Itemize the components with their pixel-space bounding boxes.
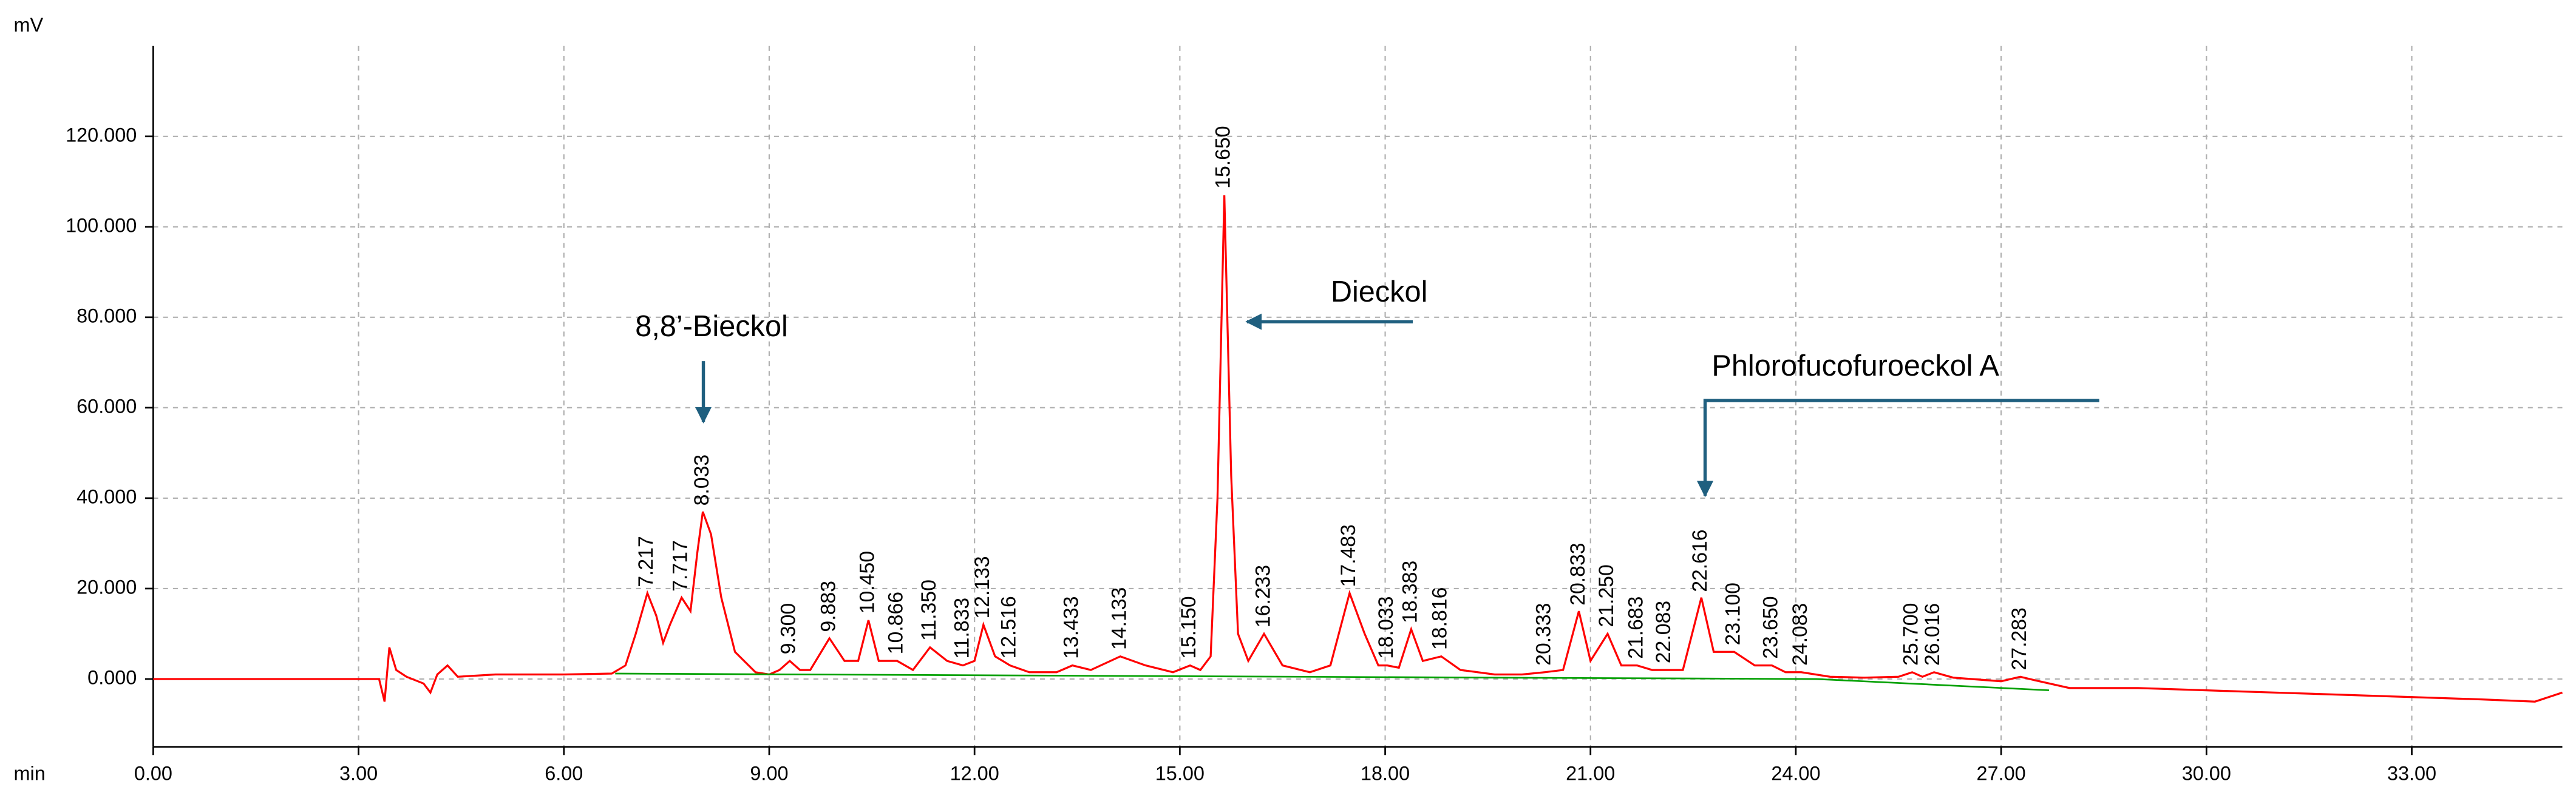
peak-label: 10.866 (884, 592, 907, 654)
peak-label: 26.016 (1921, 603, 1944, 666)
peak-label: 11.350 (917, 580, 940, 641)
annotation-label: Phlorofucofuroeckol A (1711, 350, 1999, 382)
peak-label: 23.100 (1721, 583, 1744, 645)
peak-label: 17.483 (1337, 524, 1360, 587)
peak-label: 22.083 (1652, 601, 1675, 663)
peak-label: 20.833 (1566, 542, 1589, 605)
y-tick-label: 20.000 (76, 576, 137, 598)
peak-label: 18.033 (1375, 596, 1398, 658)
y-tick-label: 120.000 (66, 124, 137, 146)
annotation-arrow (1697, 399, 2099, 498)
x-tick-label: 6.00 (545, 762, 583, 784)
y-tick-label: 80.000 (76, 305, 137, 326)
peak-label: 13.433 (1060, 596, 1083, 658)
annotation-label: 8,8’-Bieckol (635, 310, 788, 343)
peak-label: 27.283 (2008, 607, 2031, 670)
x-tick-label: 15.00 (1155, 762, 1205, 784)
peak-label: 7.217 (634, 536, 658, 587)
peak-label: 9.883 (817, 581, 840, 632)
x-tick-label: 33.00 (2387, 762, 2436, 784)
y-tick-label: 40.000 (76, 485, 137, 507)
y-axis-unit: mV (13, 14, 43, 36)
peak-label: 22.616 (1688, 529, 1711, 592)
peak-label: 18.383 (1399, 561, 1422, 623)
x-axis-unit: min (13, 762, 45, 784)
peak-label: 12.516 (997, 596, 1020, 658)
trace-line (153, 195, 2563, 703)
peak-label: 25.700 (1900, 603, 1923, 666)
x-tick-label: 21.00 (1566, 762, 1615, 784)
y-tick-label: 0.000 (87, 667, 137, 689)
peak-label: 24.083 (1789, 603, 1812, 666)
peak-label: 18.816 (1428, 587, 1451, 650)
y-tick-label: 100.000 (66, 214, 137, 236)
x-tick-label: 0.00 (134, 762, 172, 784)
x-tick-label: 3.00 (339, 762, 378, 784)
peak-label: 12.133 (971, 556, 994, 618)
peak-label: 9.300 (777, 603, 800, 655)
peak-label: 15.150 (1177, 596, 1200, 658)
peak-label: 15.650 (1212, 126, 1235, 188)
annotation-label: Dieckol (1331, 275, 1428, 308)
x-tick-label: 27.00 (1977, 762, 2026, 784)
peak-label: 7.717 (668, 540, 692, 592)
x-tick-label: 9.00 (750, 762, 788, 784)
baseline-line (615, 672, 2050, 691)
peak-label: 10.450 (855, 551, 878, 613)
peak-label: 16.233 (1251, 565, 1274, 627)
peak-label: 21.683 (1625, 597, 1648, 659)
peak-label: 8.033 (690, 455, 713, 506)
peak-label: 14.133 (1108, 587, 1131, 650)
peak-label: 20.333 (1532, 603, 1555, 666)
y-tick-label: 60.000 (76, 395, 137, 417)
x-tick-label: 30.00 (2182, 762, 2231, 784)
peak-label: 23.650 (1759, 596, 1782, 658)
peak-label: 21.250 (1595, 564, 1618, 627)
x-tick-label: 18.00 (1361, 762, 1410, 784)
x-tick-label: 24.00 (1771, 762, 1820, 784)
x-tick-label: 12.00 (950, 762, 999, 784)
peak-label: 11.833 (950, 598, 973, 659)
